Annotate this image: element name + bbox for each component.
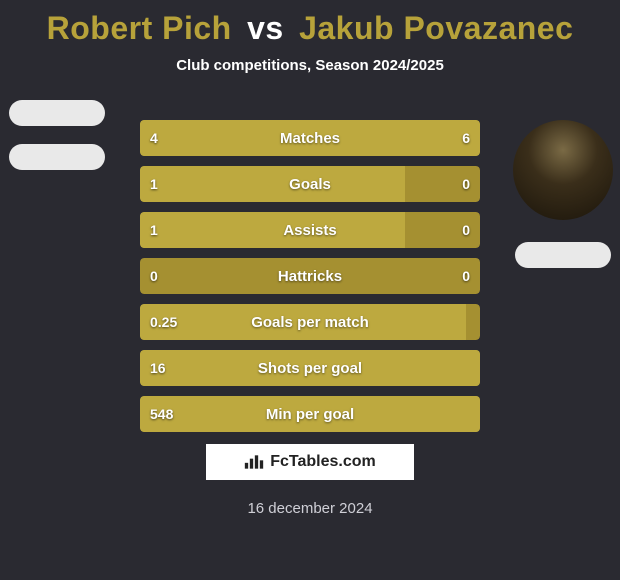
stats-bars: Matches46Goals10Assists10Hattricks00Goal… [140,120,480,432]
stat-value-left: 0.25 [140,304,187,340]
stat-value-left: 4 [140,120,168,156]
player2-avatar [513,120,613,220]
player2-name-pill [515,242,611,268]
player2-name: Jakub Povazanec [299,10,573,46]
stat-value-right: 0 [452,166,480,202]
stat-value-right: 0 [452,212,480,248]
stat-value-left: 1 [140,212,168,248]
stat-row: Min per goal548 [140,396,480,432]
stat-label: Min per goal [140,396,480,432]
stat-row: Matches4 6 [140,120,480,156]
player1-flag-pill [9,100,105,126]
stat-value-left: 16 [140,350,176,386]
player1-name-pill [9,144,105,170]
source-text: FcTables.com [270,453,376,471]
vs-label: vs [247,10,284,46]
stat-row: Hattricks0 0 [140,258,480,294]
snapshot-date: 16 december 2024 [0,500,620,517]
stat-value-right: 6 [452,120,480,156]
stat-label: Matches [140,120,480,156]
bar-chart-icon [244,454,264,470]
stat-row: Goals1 0 [140,166,480,202]
player1-name: Robert Pich [47,10,232,46]
comparison-title: Robert Pich vs Jakub Povazanec [0,0,620,47]
stat-label: Goals [140,166,480,202]
source-badge: FcTables.com [206,444,414,480]
stat-value-right: 0 [452,258,480,294]
stat-value-left: 0 [140,258,168,294]
stat-label: Assists [140,212,480,248]
stat-row: Goals per match0.25 [140,304,480,340]
player2-avatar-column [508,100,618,268]
stat-value-left: 1 [140,166,168,202]
stat-row: Shots per goal16 [140,350,480,386]
stat-label: Goals per match [140,304,480,340]
stat-row: Assists1 0 [140,212,480,248]
stat-label: Hattricks [140,258,480,294]
season-subtitle: Club competitions, Season 2024/2025 [0,57,620,74]
stat-value-left: 548 [140,396,183,432]
stat-label: Shots per goal [140,350,480,386]
player1-avatar-column [2,100,112,170]
